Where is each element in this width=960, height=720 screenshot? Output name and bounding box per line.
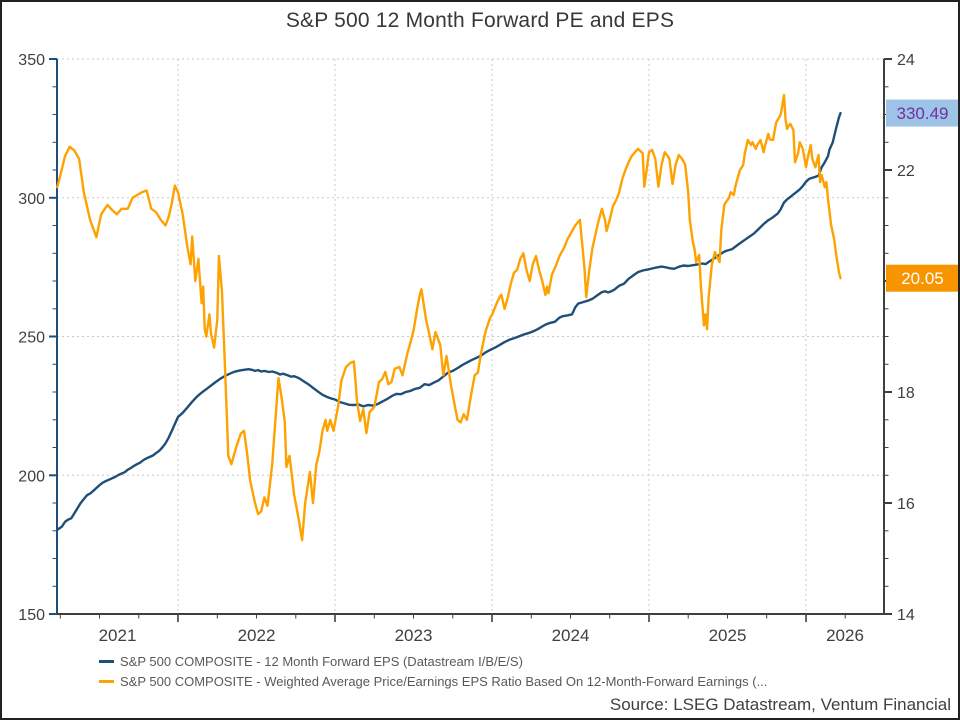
left-axis-tick-label: 200 — [18, 468, 45, 485]
chart-title: S&P 500 12 Month Forward PE and EPS — [285, 9, 675, 32]
right-axis-tick-label: 18 — [897, 385, 915, 402]
svg-text:20.05: 20.05 — [901, 269, 944, 288]
source-credit: Source: LSEG Datastream, Ventum Financia… — [609, 695, 951, 714]
series-line-eps — [56, 111, 842, 532]
svg-text:330.49: 330.49 — [897, 104, 949, 123]
left-axis-tick-label: 300 — [18, 191, 45, 208]
right-axis: 141618202224 — [883, 52, 915, 624]
eps-line-swatch — [99, 659, 114, 663]
right-axis-tick-label: 16 — [897, 496, 915, 513]
legend-label-pe: S&P 500 COMPOSITE - Weighted Average Pri… — [120, 673, 768, 689]
x-axis-year-label: 2026 — [826, 626, 864, 645]
x-axis-year-label: 2023 — [395, 626, 433, 645]
left-axis-tick-label: 150 — [18, 607, 45, 624]
x-axis: 2021 2022 2023 2024 2025 2026 — [57, 613, 892, 645]
legend-item-eps: S&P 500 COMPOSITE - 12 Month Forward EPS… — [99, 651, 767, 671]
x-axis-year-label: 2024 — [552, 626, 590, 645]
x-axis-year-label: 2025 — [709, 626, 747, 645]
left-axis-tick-label: 350 — [18, 52, 45, 69]
left-axis: 150 200 250 300 350 — [18, 52, 58, 624]
eps-value-badge: 330.49 — [886, 99, 958, 127]
legend: S&P 500 COMPOSITE - 12 Month Forward EPS… — [99, 651, 767, 691]
pe-line-swatch — [99, 679, 114, 683]
x-axis-year-label: 2021 — [99, 626, 137, 645]
legend-item-pe: S&P 500 COMPOSITE - Weighted Average Pri… — [99, 671, 767, 691]
pe-value-badge: 20.05 — [886, 264, 958, 292]
right-axis-tick-label: 14 — [897, 607, 915, 624]
right-axis-tick-label: 22 — [897, 163, 915, 180]
series-line-pe — [56, 93, 842, 542]
left-axis-tick-label: 250 — [18, 330, 45, 347]
x-axis-year-label: 2022 — [238, 626, 276, 645]
right-axis-tick-label: 24 — [897, 52, 915, 69]
legend-label-eps: S&P 500 COMPOSITE - 12 Month Forward EPS… — [120, 653, 523, 669]
